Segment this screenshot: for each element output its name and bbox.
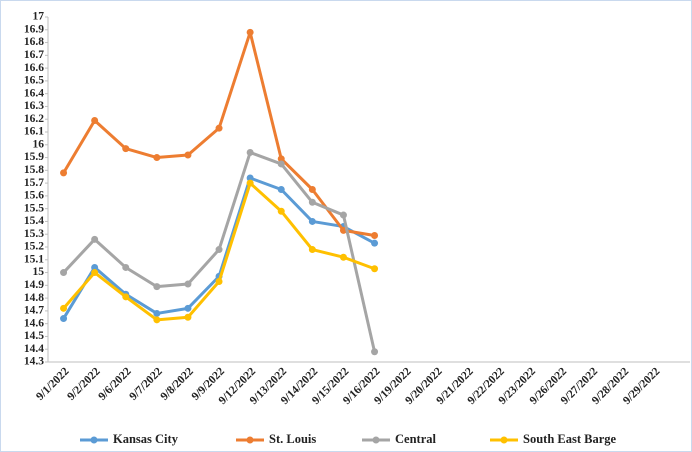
- y-tick-label: 14.9: [24, 279, 44, 291]
- y-tick-label: 15.5: [24, 202, 44, 214]
- y-tick-label: 14.5: [24, 330, 44, 342]
- data-point: [371, 348, 379, 356]
- data-point: [277, 155, 285, 163]
- data-point: [153, 283, 161, 291]
- legend-label: Central: [395, 432, 436, 446]
- y-tick-label: 16.1: [24, 126, 44, 138]
- data-point: [339, 253, 347, 261]
- y-tick-label: 16.4: [24, 87, 44, 99]
- data-point: [122, 293, 130, 301]
- data-point: [277, 207, 285, 215]
- data-point: [91, 235, 99, 243]
- y-tick-label: 15.4: [24, 215, 44, 227]
- y-tick-label: 14.4: [24, 343, 44, 355]
- data-point: [308, 217, 316, 225]
- y-tick-label: 14.8: [24, 292, 44, 304]
- data-point: [215, 124, 223, 132]
- data-point: [277, 186, 285, 193]
- data-point: [153, 154, 161, 162]
- legend-label: South East Barge: [523, 432, 617, 446]
- legend-marker: [372, 436, 380, 444]
- data-point: [246, 174, 254, 182]
- y-tick-label: 15.1: [24, 253, 44, 265]
- data-point: [91, 269, 99, 277]
- data-point: [122, 145, 130, 153]
- data-point: [153, 316, 161, 324]
- y-tick-label: 15.8: [24, 164, 44, 176]
- y-tick-label: 16.3: [24, 100, 44, 112]
- data-point: [184, 151, 192, 159]
- data-point: [122, 263, 130, 271]
- data-point: [60, 169, 68, 177]
- y-tick-label: 14.7: [24, 305, 44, 317]
- data-point: [371, 265, 379, 273]
- data-point: [371, 232, 379, 239]
- data-point: [308, 246, 316, 254]
- y-tick-label: 16.6: [24, 62, 44, 74]
- data-point: [184, 313, 192, 321]
- legend-marker: [500, 436, 508, 444]
- data-point: [91, 263, 99, 271]
- y-tick-label: 15.9: [24, 151, 44, 163]
- y-tick-label: 15.2: [24, 241, 44, 253]
- data-point: [60, 304, 68, 312]
- data-point: [277, 160, 285, 168]
- data-point: [153, 309, 161, 317]
- y-tick-label: 15.3: [24, 228, 44, 240]
- y-tick-label: 14.3: [24, 356, 44, 368]
- data-point: [371, 239, 379, 247]
- legend: Kansas City St. Louis Central South East Ba…: [80, 432, 617, 446]
- y-tick-label: 16.9: [24, 23, 44, 35]
- data-point: [60, 315, 68, 323]
- data-point: [184, 304, 192, 312]
- y-tick-label: 15.7: [24, 177, 44, 189]
- y-tick-label: 16: [33, 138, 45, 150]
- y-tick-label: 15: [33, 266, 45, 278]
- data-point: [215, 246, 223, 254]
- data-point: [246, 179, 254, 187]
- data-point: [246, 28, 254, 36]
- data-point: [91, 117, 99, 124]
- y-tick-label: 15.6: [24, 190, 44, 202]
- data-point: [308, 198, 316, 206]
- y-tick-label: 17: [33, 11, 45, 23]
- y-tick-label: 16.5: [24, 75, 44, 87]
- data-point: [339, 211, 347, 219]
- data-point: [308, 186, 316, 193]
- legend-marker: [246, 436, 254, 444]
- y-tick-label: 14.6: [24, 317, 44, 329]
- legend-label: St. Louis: [269, 432, 316, 446]
- y-tick-label: 16.2: [24, 113, 44, 125]
- legend-marker: [90, 436, 98, 444]
- data-point: [215, 278, 223, 285]
- y-tick-label: 16.8: [24, 36, 44, 48]
- data-point: [60, 269, 68, 277]
- data-point: [184, 280, 192, 288]
- y-tick-label: 16.7: [24, 49, 44, 61]
- legend-label: Kansas City: [113, 432, 179, 446]
- data-point: [246, 148, 254, 156]
